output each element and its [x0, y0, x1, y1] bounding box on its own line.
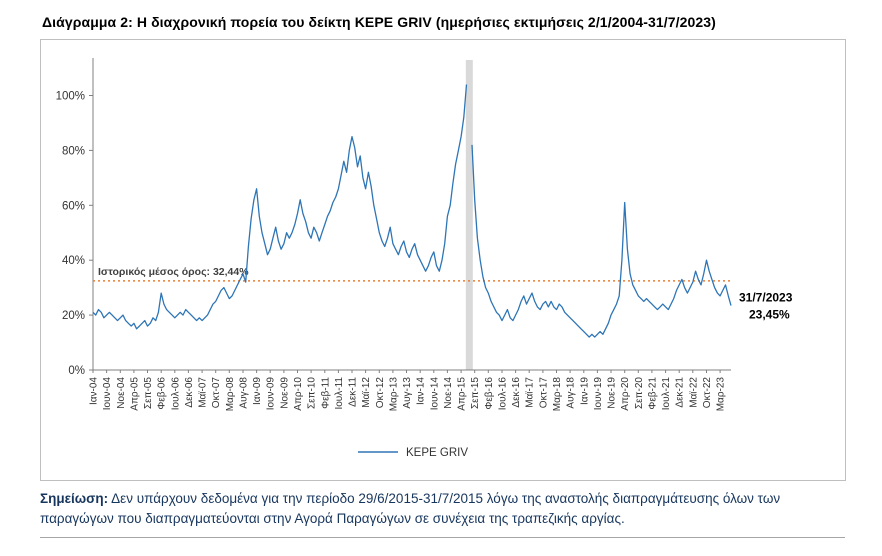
end-annotation-value: 23,45%: [749, 308, 790, 322]
x-axis-tick-label: Ιαν-14: [416, 377, 427, 405]
x-axis-tick-label: Νοε-14: [443, 377, 454, 409]
x-axis-tick-label: Απρ-20: [620, 377, 631, 411]
x-axis-tick-label: Απρ-10: [293, 377, 304, 411]
x-axis-tick-label: Δεκ-11: [348, 377, 359, 407]
x-axis-tick-label: Μαϊ-12: [361, 377, 372, 408]
x-axis-tick-label: Αυγ-18: [566, 377, 577, 409]
footnote-text: Δεν υπάρχουν δεδομένα για την περίοδο 29…: [40, 491, 781, 526]
chart-container: 0% 20% 40% 60% 80% 100% Ιαν-04 Ιουν-04 Νοε-04 Απρ…: [40, 39, 846, 481]
x-axis-tick-label: Οκτ-17: [538, 377, 549, 409]
x-axis-tick-label: Φεβ-06: [157, 377, 168, 410]
y-axis-tick-label: 60%: [62, 200, 85, 212]
x-axis-tick-label: Αυγ-08: [239, 377, 250, 409]
x-axis-tick-label: Φεβ-21: [647, 377, 658, 410]
x-axis-tick-label: Νοε-09: [279, 377, 290, 409]
x-axis-tick-label: Οκτ-22: [702, 377, 713, 409]
x-axis-tick-label: Ιουλ-11: [334, 377, 345, 410]
x-axis-tick-label: Δεκ-16: [511, 377, 522, 408]
x-axis-tick-label: Σεπ-05: [143, 377, 154, 409]
x-axis-tick-label: Ιουν-19: [593, 377, 604, 411]
x-axis-tick-label: Μαρ-23: [716, 377, 727, 412]
x-axis-tick-label: Ιουλ-16: [498, 377, 509, 411]
legend-label: KEPE GRIV: [406, 447, 468, 459]
footnote: Σημείωση: Δεν υπάρχουν δεδομένα για την …: [40, 489, 845, 539]
x-axis-tick-label: Απρ-15: [457, 377, 468, 411]
x-axis-tick-label: Σεπ-15: [470, 377, 481, 409]
average-line-label: Ιστορικός μέσος όρος: 32,44%: [98, 266, 249, 278]
y-axis-tick-label: 20%: [62, 310, 85, 322]
x-axis-tick-label: Ιουλ-06: [170, 377, 181, 411]
x-axis-tick-label: Ιουλ-21: [661, 377, 672, 411]
x-axis-tick-label: Ιουν-04: [102, 377, 113, 411]
x-axis-tick-label: Μαϊ-07: [198, 377, 209, 408]
x-axis-tick-label: Οκτ-12: [375, 377, 386, 409]
x-axis-tick-label: Σεπ-20: [634, 377, 645, 409]
x-axis-tick-label: Φεβ-16: [484, 377, 495, 410]
y-axis-tick-label: 100%: [56, 91, 85, 103]
x-axis-tick-label: Φεβ-11: [320, 377, 331, 409]
x-axis-tick-label: Μαϊ-17: [525, 377, 536, 408]
x-axis-tick-label: Σεπ-10: [307, 377, 318, 409]
x-axis-tick-label: Μαρ-13: [388, 377, 399, 412]
x-axis-tick-label: Ιουν-14: [429, 377, 440, 411]
x-axis-tick-label: Απρ-05: [129, 377, 140, 411]
x-axis-tick-label: Ιουν-09: [266, 377, 277, 411]
x-axis-tick-label: Μαρ-18: [552, 377, 563, 412]
x-axis-tick-label: Ιαν-04: [89, 377, 100, 405]
end-annotation-date: 31/7/2023: [739, 291, 793, 305]
x-axis-tick-label: Μαρ-08: [225, 377, 236, 412]
footnote-label: Σημείωση:: [40, 491, 109, 506]
x-axis-tick-label: Αυγ-13: [402, 377, 413, 409]
x-axis-tick-label: Μαϊ-22: [688, 377, 699, 408]
no-data-gap-band: [465, 60, 473, 370]
x-axis-tick-label: Οκτ-07: [211, 377, 222, 409]
kepe-griv-line-chart: 0%20%40%60%80%100%Ιαν-04 Ιουν-04 Νοε-04 Απρ…: [56, 58, 793, 459]
chart-title: Διάγραμμα 2: Η διαχρονική πορεία του δεί…: [42, 14, 716, 30]
x-axis-tick-label: Νοε-04: [116, 377, 127, 409]
x-axis-tick-label: Δεκ-21: [675, 377, 686, 408]
y-axis-tick-label: 40%: [62, 255, 85, 267]
x-axis-tick-label: Δεκ-06: [184, 377, 195, 408]
series-line-kepe-griv: [92, 84, 732, 338]
y-axis-tick-label: 80%: [62, 145, 85, 157]
y-axis-tick-label: 0%: [68, 365, 85, 377]
x-axis-tick-label: Νοε-19: [607, 377, 618, 409]
x-axis-tick-label: Ιαν-09: [252, 377, 263, 405]
x-axis-tick-label: Ιαν-19: [579, 377, 590, 405]
